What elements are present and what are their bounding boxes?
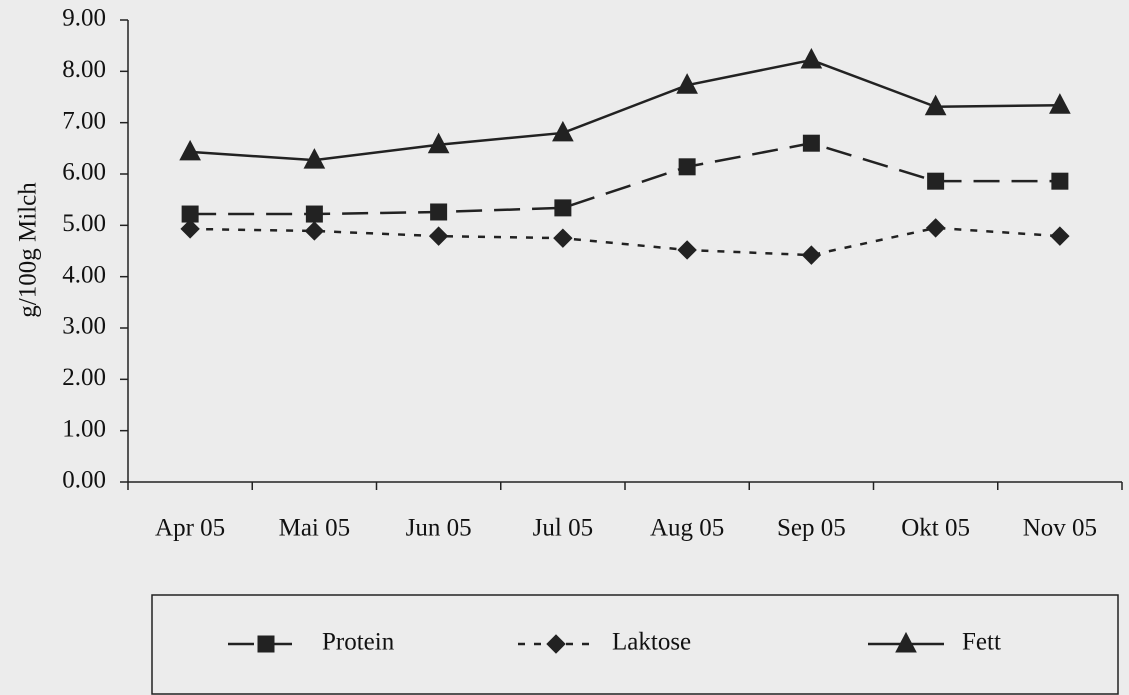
x-tick-label: Apr 05 — [155, 515, 225, 542]
data-point — [924, 94, 947, 116]
legend-marker — [257, 635, 275, 653]
series-line — [190, 58, 1060, 162]
data-point — [430, 203, 448, 221]
data-point — [800, 47, 823, 69]
x-tick-label: Okt 05 — [901, 515, 970, 542]
series-line — [190, 141, 1060, 216]
y-tick-label: 7.00 — [62, 107, 106, 134]
data-point — [305, 205, 323, 223]
x-tick-label: Sep 05 — [777, 515, 846, 542]
legend-label: Fett — [962, 629, 1001, 656]
data-point — [801, 245, 822, 265]
legend-label: Laktose — [612, 629, 691, 656]
series-line — [190, 226, 1060, 257]
data-point — [1050, 226, 1070, 246]
y-tick-label: 2.00 — [62, 364, 106, 391]
legend-marker — [895, 631, 917, 653]
x-tick-label: Jun 05 — [406, 515, 472, 542]
legend-marker — [546, 634, 566, 654]
data-point — [428, 226, 449, 246]
y-tick-label: 8.00 — [62, 56, 106, 83]
data-point — [925, 218, 946, 238]
data-point — [427, 132, 450, 154]
legend-label: Protein — [322, 629, 395, 656]
data-point — [304, 221, 325, 241]
y-tick-label: 1.00 — [62, 415, 106, 442]
x-tick-label: Aug 05 — [650, 515, 724, 542]
x-tick-label: Mai 05 — [279, 515, 351, 542]
data-point — [180, 219, 200, 239]
y-axis-label: g/100g Milch — [15, 182, 42, 318]
y-tick-label: 6.00 — [62, 159, 106, 186]
data-point — [678, 158, 696, 176]
data-point — [1051, 172, 1069, 190]
x-tick-label: Jul 05 — [533, 515, 593, 542]
data-point — [303, 148, 326, 169]
data-point — [802, 134, 820, 152]
data-point — [552, 120, 574, 142]
y-tick-label: 0.00 — [62, 467, 106, 494]
data-point — [1049, 93, 1071, 114]
y-tick-label: 4.00 — [62, 261, 106, 288]
data-point — [676, 73, 698, 94]
data-point — [677, 240, 697, 260]
legend-box — [151, 594, 1119, 695]
data-point — [179, 139, 201, 161]
data-point — [553, 228, 573, 248]
x-tick-label: Nov 05 — [1023, 515, 1097, 542]
y-tick-label: 5.00 — [62, 210, 106, 237]
y-tick-label: 9.00 — [62, 5, 106, 32]
data-point — [927, 172, 945, 190]
y-tick-label: 3.00 — [62, 313, 106, 340]
data-point — [554, 199, 572, 217]
